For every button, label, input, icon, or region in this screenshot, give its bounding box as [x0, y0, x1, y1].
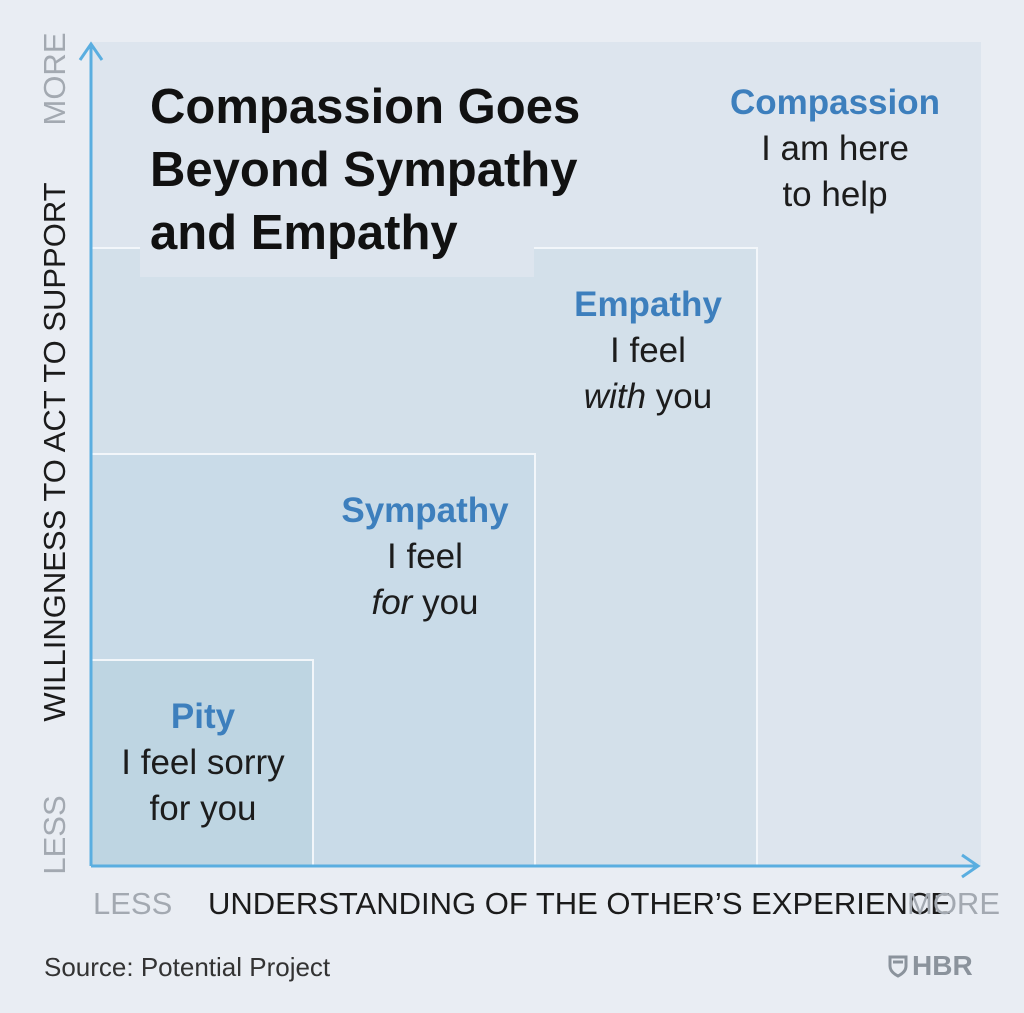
compassion-line-1: I am here [761, 129, 909, 168]
empathy-label: Empathy I feel with you [538, 282, 758, 420]
pity-line-1: I feel sorry [121, 743, 285, 782]
sympathy-label: Sympathy I feel for you [314, 488, 536, 626]
compassion-line-2: to help [782, 175, 888, 214]
pity-name: Pity [170, 697, 236, 736]
chart-title: Compassion Goes Beyond Sympathy and Empa… [140, 70, 581, 277]
y-axis-arrowhead [78, 41, 104, 61]
title-line-2: Beyond Sympathy [150, 143, 578, 197]
x-axis-high-label: MORE [907, 886, 1000, 921]
sympathy-line-2-emphasis: for [371, 583, 413, 622]
shield-icon [888, 955, 908, 978]
y-axis-low-label: LESS [37, 795, 72, 875]
pity-line-2: for you [149, 789, 257, 828]
sympathy-name: Sympathy [341, 491, 509, 530]
x-axis-arrowhead [961, 853, 981, 879]
empathy-line-2-emphasis: with [583, 377, 647, 416]
sympathy-line-1: I feel [387, 537, 463, 576]
brand-name: HBR [912, 950, 973, 981]
empathy-line-2: with you [538, 374, 758, 420]
sympathy-line-2-rest: you [412, 583, 479, 622]
compassion-name: Compassion [729, 83, 941, 122]
empathy-line-2-rest: you [646, 377, 713, 416]
x-axis-title: UNDERSTANDING OF THE OTHER’S EXPERIENCE [208, 886, 951, 921]
compassion-label: Compassion I am here to help [700, 80, 970, 218]
empathy-line-1: I feel [610, 331, 686, 370]
x-axis-low-label: LESS [93, 886, 173, 921]
pity-region [92, 659, 314, 866]
y-axis-title: WILLINGNESS TO ACT TO SUPPORT [37, 182, 72, 722]
pity-label: Pity I feel sorry for you [92, 694, 314, 832]
y-axis-high-label: MORE [37, 32, 72, 126]
title-line-1: Compassion Goes [150, 80, 581, 134]
title-line-3: and Empathy [150, 206, 458, 260]
empathy-name: Empathy [574, 285, 722, 324]
source-note: Source: Potential Project [44, 952, 331, 982]
sympathy-line-2: for you [314, 580, 536, 626]
brand-logo: HBR [888, 950, 973, 982]
